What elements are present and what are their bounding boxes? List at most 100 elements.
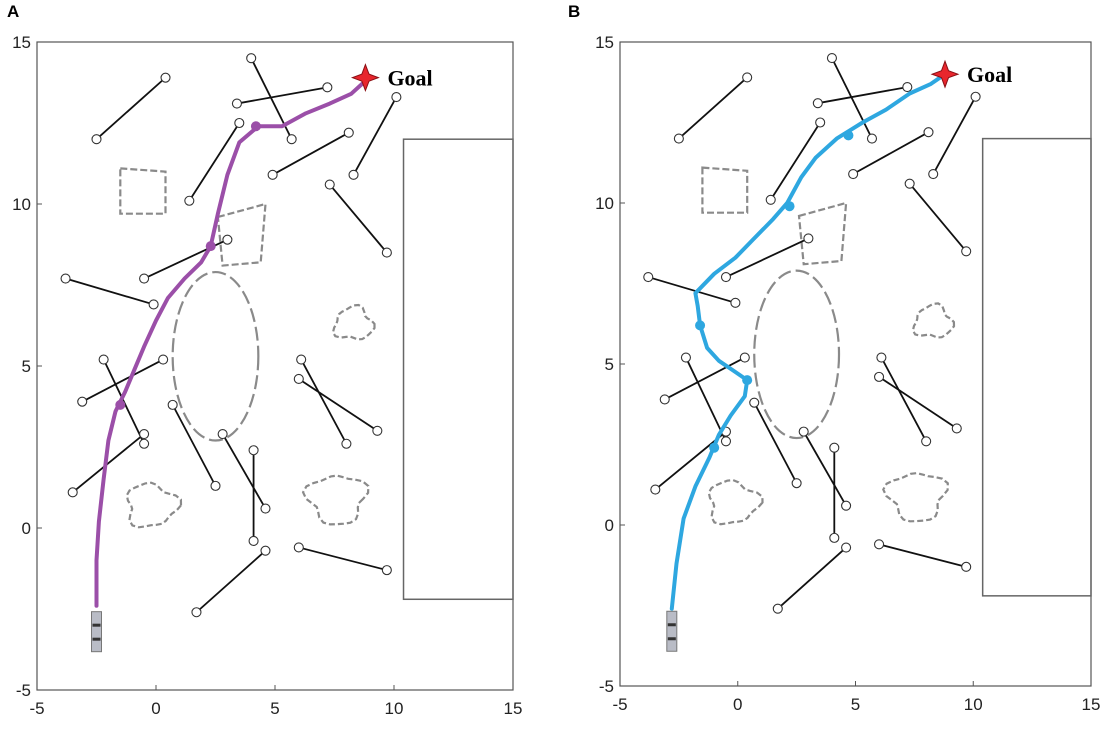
robot-path — [94, 78, 368, 608]
x-tick-label: 15 — [504, 699, 523, 718]
x-tick-label: 5 — [851, 695, 860, 714]
segment-endpoint — [77, 396, 88, 407]
obstacle-segment — [880, 357, 927, 442]
obstacle-segment — [802, 431, 847, 507]
x-tick-label: 0 — [733, 695, 742, 714]
blob-obstacle — [301, 474, 370, 526]
segment-endpoint — [158, 354, 169, 365]
segment-endpoint — [139, 428, 150, 440]
goal-star-icon — [350, 63, 380, 93]
segment-endpoint — [139, 438, 150, 449]
segment-endpoint — [67, 487, 78, 498]
segment-endpoint — [139, 273, 150, 284]
segment-endpoint — [798, 426, 809, 437]
segment-endpoint — [293, 373, 304, 385]
path-marker — [784, 201, 795, 212]
segment-endpoint — [167, 399, 178, 410]
obstacle-segment — [272, 131, 350, 176]
segment-endpoint — [873, 539, 885, 550]
obstacle-segment — [72, 433, 145, 494]
obstacle-segment — [831, 57, 873, 140]
segment-endpoint — [902, 82, 913, 93]
segment-endpoint — [348, 169, 359, 180]
obstacle-segment — [678, 76, 748, 140]
robot-body — [91, 611, 102, 653]
segment-endpoint — [841, 500, 852, 511]
segment-endpoint — [841, 542, 852, 553]
path-marker — [250, 121, 261, 132]
segment-endpoint — [286, 134, 297, 145]
y-tick-label: -5 — [599, 677, 614, 696]
x-tick-label: 10 — [385, 699, 404, 718]
x-tick-label: 15 — [1082, 695, 1101, 714]
segment-endpoint — [873, 371, 885, 382]
segment-endpoint — [381, 247, 392, 258]
segment-endpoint — [921, 436, 932, 447]
x-tick-label: 10 — [964, 695, 983, 714]
segment-endpoint — [324, 179, 335, 190]
obstacle-segment — [221, 433, 267, 510]
segment-endpoint — [191, 607, 202, 618]
panel-letter: A — [7, 2, 19, 21]
robot-stripe — [667, 637, 676, 641]
segment-endpoint — [260, 545, 271, 556]
segment-endpoint — [343, 127, 354, 138]
obstacle-segment — [352, 96, 398, 176]
robot-icon — [666, 610, 678, 652]
y-tick-label: 0 — [605, 516, 614, 535]
obstacle-segment — [298, 546, 388, 571]
segment-endpoint — [148, 299, 159, 310]
segment-endpoint — [160, 72, 171, 83]
segment-endpoint — [815, 117, 826, 128]
segment-endpoint — [951, 423, 962, 434]
segment-endpoint — [961, 561, 972, 572]
plot-frame — [36, 41, 514, 691]
segment-endpoint — [217, 428, 228, 440]
segment-endpoint — [749, 397, 760, 408]
segment-endpoint — [812, 98, 823, 109]
obstacle-segment — [932, 96, 977, 175]
segment-endpoint — [60, 273, 71, 284]
obstacle-segment — [908, 183, 967, 252]
goal-star-icon — [930, 59, 960, 89]
obstacle-segment — [725, 237, 809, 278]
segment-endpoint — [98, 354, 109, 365]
segment-endpoint — [296, 354, 307, 365]
segment-endpoint — [267, 169, 278, 180]
obstacle-segment — [769, 122, 821, 201]
path-marker — [695, 320, 706, 331]
segment-endpoint — [322, 82, 333, 93]
segment-endpoint — [772, 603, 783, 614]
segment-endpoint — [372, 425, 383, 436]
panel-b: B -5 0 5 10 15 -5 0 5 10 15 Goal — [568, 2, 1100, 714]
segment-endpoint — [739, 352, 750, 363]
obstacle-segment — [188, 122, 241, 202]
blob-obstacle — [882, 471, 949, 523]
segment-endpoint — [742, 72, 753, 83]
obstacle-segment — [81, 358, 164, 403]
obstacle-segment — [95, 76, 167, 140]
obstacle-segment — [753, 402, 798, 484]
y-tick-label: 15 — [595, 33, 614, 52]
blob-obstacle — [911, 302, 956, 339]
x-tick-label: -5 — [612, 695, 627, 714]
obstacle-segment — [298, 378, 378, 432]
segment-endpoint — [222, 234, 233, 245]
segment-endpoint — [848, 168, 859, 180]
segment-endpoint — [826, 53, 838, 64]
segment-endpoint — [765, 194, 776, 205]
goal-label: Goal — [967, 62, 1012, 87]
y-tick-label: 15 — [12, 33, 31, 52]
square-obstacle — [701, 166, 749, 214]
obstacle-segment — [236, 86, 328, 105]
obstacle-segment — [878, 376, 958, 430]
wall-obstacle — [402, 138, 514, 601]
robot-stripe — [92, 637, 101, 641]
plot-frame — [619, 41, 1092, 687]
y-tick-label: 0 — [22, 519, 31, 538]
panel-letter: B — [568, 2, 580, 21]
segment-endpoint — [246, 53, 257, 64]
segment-endpoint — [720, 272, 732, 283]
segment-endpoint — [643, 272, 654, 283]
obstacle-segment — [817, 86, 908, 105]
